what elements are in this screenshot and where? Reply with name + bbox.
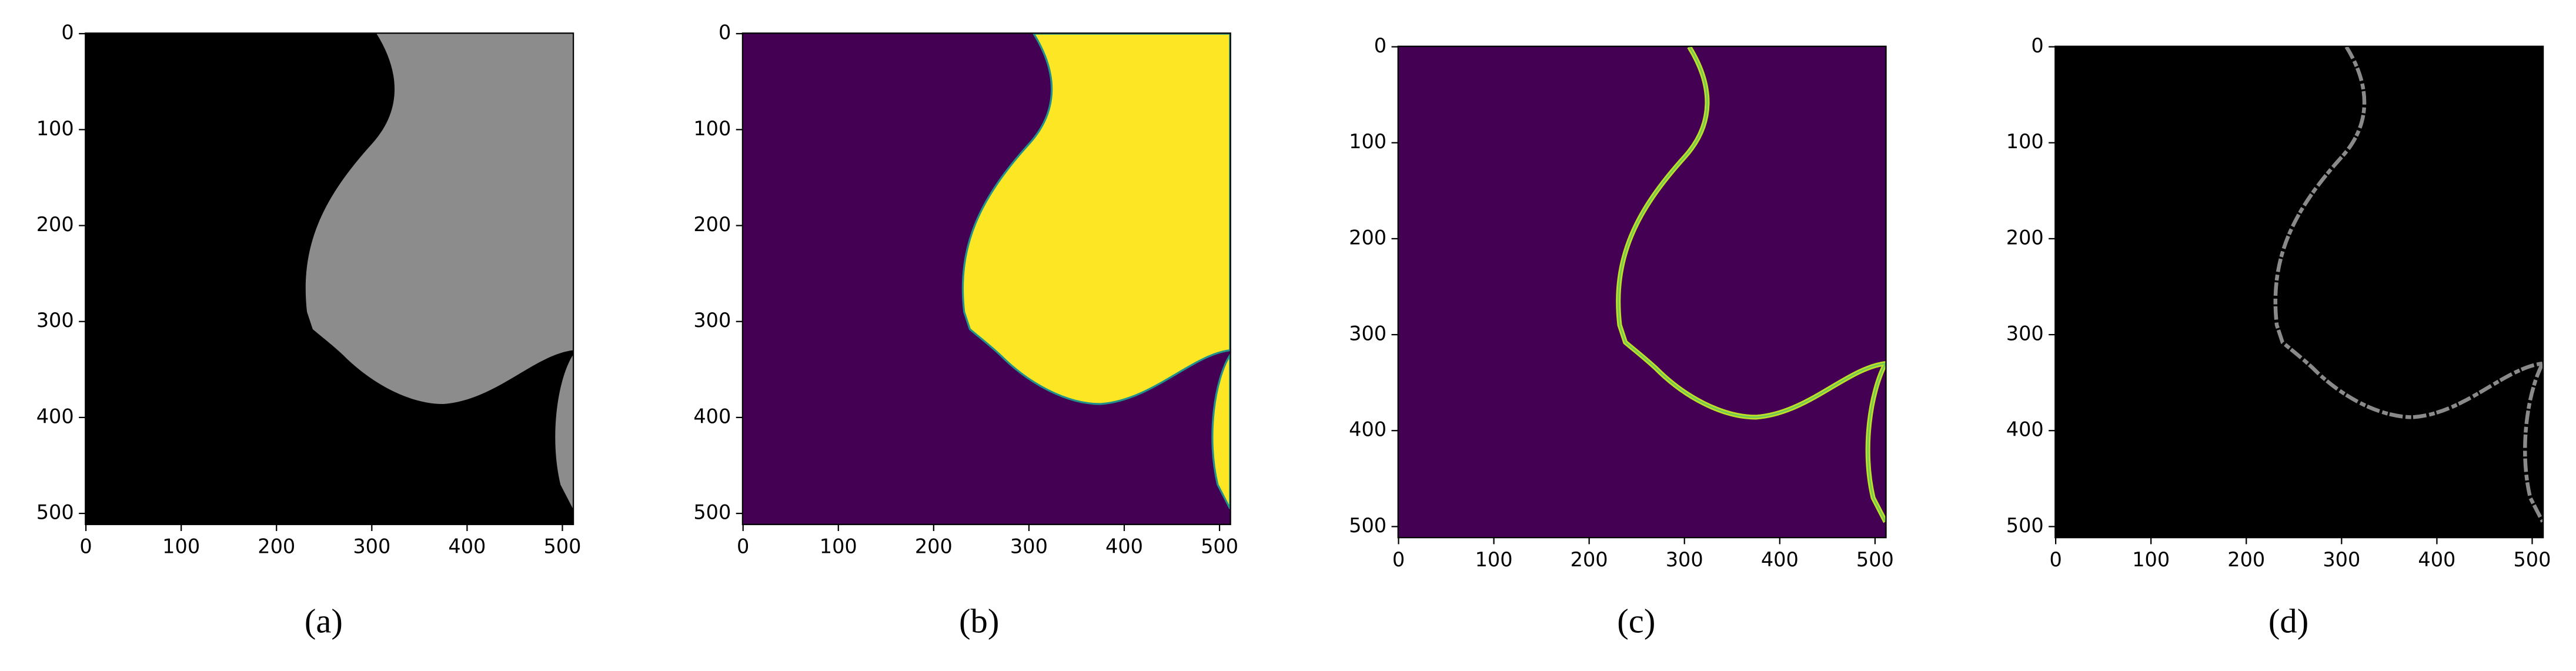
- y-tick-label: 100: [693, 117, 731, 140]
- image-content: [1616, 46, 1886, 523]
- panel: 0 100 200 300 400 500 0 100 200 300 400 500 (c): [1349, 34, 1894, 640]
- x-tick-label: 100: [1475, 548, 1513, 571]
- y-tick-label: 100: [2006, 130, 2044, 153]
- x-tick-label: 100: [162, 535, 200, 558]
- image-content: [2273, 46, 2544, 523]
- y-tick-label: 400: [2006, 418, 2044, 441]
- panel-caption: (d): [2268, 602, 2308, 640]
- y-tick-label: 400: [1349, 418, 1386, 441]
- x-tick-label: 400: [448, 535, 486, 558]
- axes-frame: [1397, 45, 1887, 539]
- image-background: [1398, 46, 1886, 538]
- x-tick-label: 200: [2227, 548, 2265, 571]
- x-tick-label: 400: [2418, 548, 2455, 571]
- x-tick-label: 200: [915, 535, 953, 558]
- image: [1616, 46, 1886, 523]
- y-tick-label: 500: [36, 501, 74, 524]
- x-tick-label: 500: [1201, 535, 1238, 558]
- x-tick-label: 100: [2132, 548, 2170, 571]
- y-tick-label: 200: [1349, 226, 1386, 249]
- panel-caption: (a): [305, 602, 343, 640]
- axes-frame: [85, 32, 574, 525]
- image: [2273, 46, 2544, 523]
- x-tick-label: 100: [820, 535, 857, 558]
- y-tick-label: 400: [693, 405, 731, 428]
- image: [305, 34, 573, 509]
- image: [961, 33, 1231, 509]
- axes-frame: [2054, 45, 2544, 539]
- x-tick-label: 500: [543, 535, 581, 558]
- image-content: [961, 33, 1231, 509]
- x-tick-label: 200: [258, 535, 295, 558]
- y-tick-label: 300: [2006, 322, 2044, 345]
- panel: 0 100 200 300 400 500 0 100 200 300 400 500 (b): [693, 21, 1238, 640]
- x-tick-label: 500: [1856, 548, 1894, 571]
- y-tick-label: 500: [2006, 514, 2044, 537]
- y-tick-label: 200: [693, 213, 731, 236]
- x-tick-label: 0: [79, 535, 92, 558]
- edge-tissue: [2273, 46, 2544, 523]
- y-tick-label: 500: [693, 501, 731, 524]
- tissue: [555, 355, 573, 509]
- y-tick-label: 0: [2031, 34, 2043, 57]
- y-tick-label: 500: [1349, 514, 1386, 537]
- x-tick-label: 0: [737, 535, 749, 558]
- y-tick-label: 300: [693, 309, 731, 332]
- y-tick-label: 0: [1374, 34, 1386, 57]
- panel-caption: (b): [959, 602, 999, 640]
- y-tick-label: 400: [36, 405, 74, 428]
- image-background: [2055, 46, 2544, 538]
- x-tick-label: 400: [1761, 548, 1799, 571]
- y-tick-label: 200: [36, 213, 74, 236]
- y-tick-label: 300: [1349, 322, 1386, 345]
- tissue: [305, 34, 573, 405]
- x-tick-label: 300: [2323, 548, 2360, 571]
- x-tick-label: 400: [1105, 535, 1143, 558]
- mask: [1211, 352, 1231, 509]
- x-tick-label: 300: [1010, 535, 1048, 558]
- x-tick-label: 0: [1392, 548, 1405, 571]
- x-tick-label: 300: [1666, 548, 1703, 571]
- mask: [961, 33, 1231, 405]
- y-tick-label: 300: [36, 309, 74, 332]
- contour-core: [1618, 46, 1886, 522]
- y-tick-label: 100: [36, 117, 74, 140]
- y-tick-label: 200: [2006, 226, 2044, 249]
- x-tick-label: 200: [1571, 548, 1608, 571]
- x-tick-label: 0: [2049, 548, 2062, 571]
- x-tick-label: 500: [2513, 548, 2551, 571]
- y-tick-label: 100: [1349, 130, 1386, 153]
- y-tick-label: 0: [61, 21, 73, 44]
- x-tick-label: 300: [353, 535, 390, 558]
- axes-frame: [741, 32, 1231, 525]
- panel-caption: (c): [1617, 602, 1655, 640]
- y-tick-label: 0: [719, 21, 731, 44]
- image-content: [305, 34, 573, 509]
